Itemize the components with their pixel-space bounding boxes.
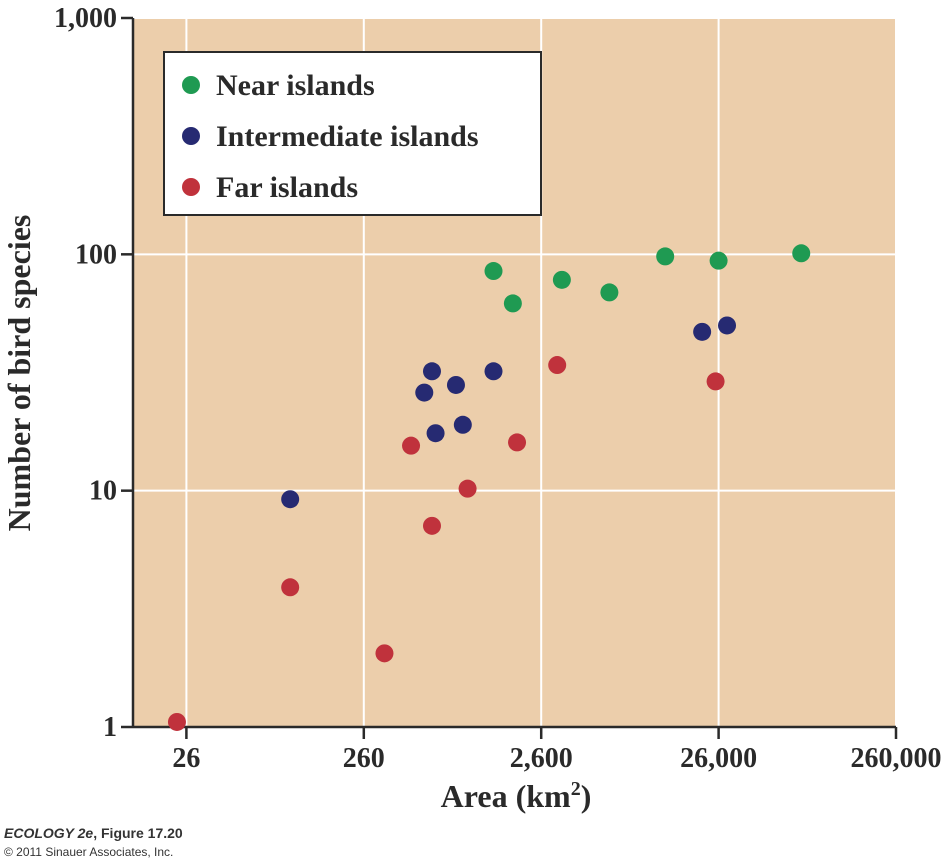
caption-figure-number: , Figure 17.20 xyxy=(93,825,183,841)
legend-marker-2 xyxy=(182,178,200,196)
data-point-series-1 xyxy=(446,375,465,394)
data-point-series-2 xyxy=(508,433,527,452)
data-point-series-0 xyxy=(600,283,619,302)
data-point-series-2 xyxy=(706,372,725,391)
legend-marker-0 xyxy=(182,76,200,94)
x-tick-label: 260 xyxy=(343,743,385,774)
copyright-notice: © 2011 Sinauer Associates, Inc. xyxy=(4,845,174,859)
data-point-series-0 xyxy=(792,244,811,263)
data-points xyxy=(167,244,811,731)
legend-label-0: Near islands xyxy=(216,69,375,102)
data-point-series-0 xyxy=(656,247,675,266)
x-tick-label: 2,600 xyxy=(510,743,573,774)
data-point-series-2 xyxy=(281,578,300,597)
y-tick-label: 10 xyxy=(89,476,117,507)
data-point-series-0 xyxy=(503,294,522,313)
x-tick-label: 260,000 xyxy=(851,743,942,774)
axes xyxy=(121,16,898,739)
data-point-series-2 xyxy=(422,516,441,535)
x-axis-label: Area (km2) xyxy=(441,778,592,814)
data-point-series-1 xyxy=(422,362,441,381)
legend-marker-1 xyxy=(182,127,200,145)
legend-box xyxy=(163,51,542,216)
data-point-series-1 xyxy=(453,415,472,434)
figure-caption: ECOLOGY 2e, Figure 17.20 xyxy=(4,825,183,841)
x-axis-label-text: Area (km xyxy=(441,778,571,814)
data-point-series-1 xyxy=(415,383,434,402)
data-point-series-2 xyxy=(458,479,477,498)
tick-labels: 1 10 100 1,000 26 260 2,600 26,000 260,000 xyxy=(54,3,942,774)
data-point-series-1 xyxy=(484,362,503,381)
x-tick-label: 26 xyxy=(172,743,200,774)
x-axis-label-superscript: 2 xyxy=(571,778,581,800)
data-point-series-0 xyxy=(552,270,571,289)
y-tick-label: 100 xyxy=(75,239,117,270)
data-point-series-2 xyxy=(167,712,186,731)
y-tick-label: 1,000 xyxy=(54,3,117,34)
x-tick-label: 26,000 xyxy=(680,743,757,774)
data-point-series-1 xyxy=(718,316,737,335)
data-point-series-1 xyxy=(693,322,712,341)
data-point-series-0 xyxy=(709,251,728,270)
data-point-series-2 xyxy=(375,644,394,663)
legend-label-2: Far islands xyxy=(216,171,358,204)
y-axis-label: Number of bird species xyxy=(1,215,37,532)
data-point-series-1 xyxy=(281,490,300,509)
legend: Near islands Intermediate islands Far isla… xyxy=(163,51,542,216)
y-tick-label: 1 xyxy=(103,712,117,743)
data-point-series-2 xyxy=(548,356,567,375)
data-point-series-2 xyxy=(402,436,421,455)
legend-label-1: Intermediate islands xyxy=(216,120,479,153)
data-point-series-0 xyxy=(484,262,503,281)
caption-book-title: ECOLOGY 2e xyxy=(4,825,94,841)
data-point-series-1 xyxy=(426,424,445,443)
x-axis-label-close: ) xyxy=(581,778,592,814)
